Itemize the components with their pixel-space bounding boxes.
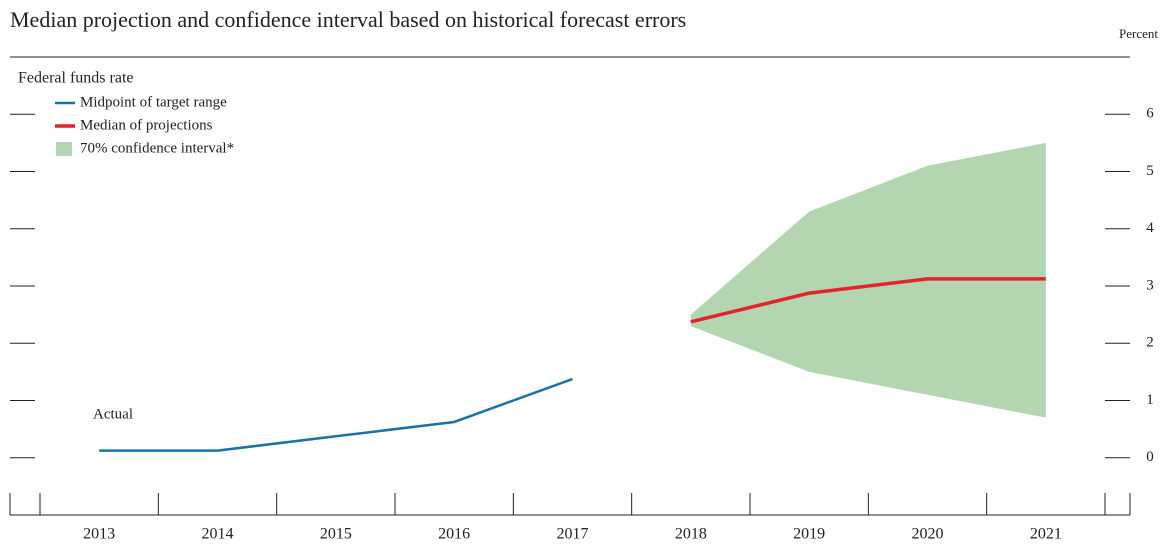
x-tick-label: 2015 xyxy=(320,526,352,543)
y-tick-label: 5 xyxy=(1146,163,1154,179)
x-tick-label: 2018 xyxy=(675,526,707,543)
y-tick-label: 6 xyxy=(1146,106,1154,122)
y-tick-label: 2 xyxy=(1146,335,1154,351)
x-tick-label: 2019 xyxy=(793,526,825,543)
x-tick-label: 2020 xyxy=(912,526,944,543)
x-tick-label: 2014 xyxy=(202,526,234,543)
subtitle: Federal funds rate xyxy=(18,70,134,87)
legend-swatch xyxy=(56,142,72,156)
confidence-band xyxy=(690,142,1046,418)
y-axis-label: Percent xyxy=(1119,26,1158,41)
chart-title: Median projection and confidence interva… xyxy=(10,7,686,32)
annotation: Actual xyxy=(93,406,133,422)
y-tick-label: 1 xyxy=(1146,392,1154,408)
legend-label: Midpoint of target range xyxy=(80,94,227,110)
series-line xyxy=(99,377,573,452)
y-tick-label: 0 xyxy=(1146,449,1154,465)
x-tick-label: 2016 xyxy=(438,526,470,543)
x-tick-label: 2021 xyxy=(1030,526,1062,543)
y-tick-label: 3 xyxy=(1146,277,1154,293)
series-line xyxy=(690,277,1046,324)
y-tick-label: 4 xyxy=(1146,220,1154,236)
x-tick-label: 2017 xyxy=(557,526,589,543)
legend-label: 70% confidence interval* xyxy=(80,140,234,156)
x-tick-label: 2013 xyxy=(83,526,115,543)
legend-label: Median of projections xyxy=(80,117,213,133)
